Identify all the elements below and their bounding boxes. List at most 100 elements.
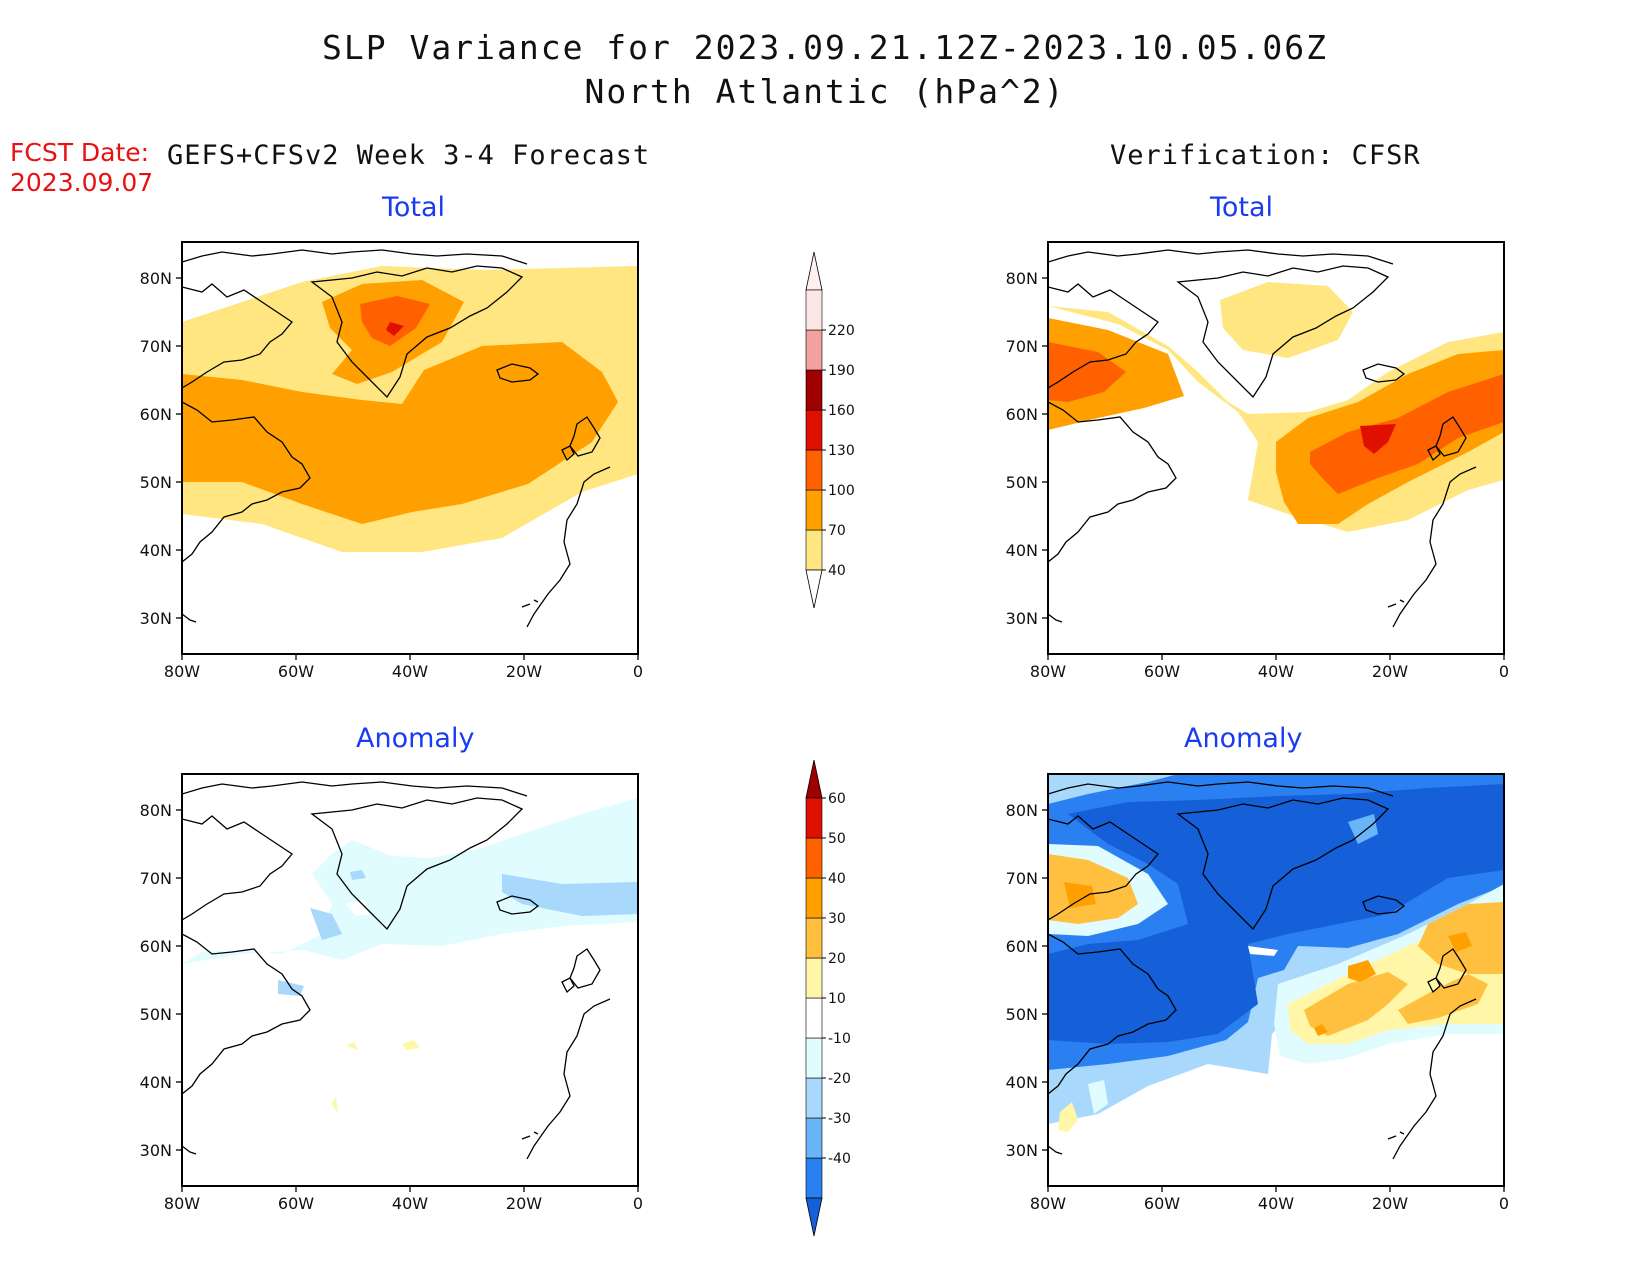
colorbar-swatch [805, 917, 823, 959]
colorbar-swatch [805, 837, 823, 879]
lon-tick-label: 20W [1372, 662, 1408, 681]
contour-region [1058, 1102, 1078, 1132]
lon-tick-label: 0 [1499, 1194, 1509, 1213]
contour-region [346, 1042, 358, 1050]
colorbar-swatch [805, 449, 823, 491]
lat-tick-label: 40N [140, 541, 172, 560]
contour-region [1088, 1080, 1108, 1114]
lat-tick-label: 80N [140, 269, 172, 288]
colorbar-swatch [805, 1157, 823, 1199]
colorbar-anomaly-label: 20 [828, 951, 846, 967]
forecast-date-value: 2023.09.07 [10, 168, 154, 197]
colorbar-anomaly: -40 -30 -20 -10 10 20 30 40 50 60 [805, 759, 851, 1237]
contour-region [1348, 960, 1376, 982]
colorbar-swatch [805, 797, 823, 839]
contour-region [182, 798, 638, 964]
map-panel-forecast-anomaly: 80N 70N 60N 50N 40N 30N 80W 60W 40W 20W 0 [140, 773, 643, 1213]
colorbar-anomaly-label: 30 [828, 911, 846, 927]
lat-tick-label: 70N [1006, 337, 1038, 356]
main-subtitle: North Atlantic (hPa^2) [584, 72, 1066, 111]
forecast-date: FCST Date: 2023.09.07 [10, 138, 153, 198]
panel-title-forecast-total: Total [382, 192, 446, 223]
lat-tick-label: 50N [1006, 473, 1038, 492]
contour-region [1448, 932, 1472, 952]
contour-region [310, 908, 342, 940]
colorbar-total-label: 220 [828, 323, 855, 339]
colorbar-anomaly-label: 50 [828, 831, 846, 847]
lon-tick-label: 40W [392, 662, 428, 681]
colorbar-swatch [805, 1077, 823, 1119]
lon-tick-label: 80W [164, 662, 200, 681]
lat-tick-label: 50N [140, 473, 172, 492]
contour-region [350, 870, 366, 880]
colorbar-swatch [805, 877, 823, 919]
forecast-date-label: FCST Date: [10, 138, 150, 167]
contour-region [332, 1096, 338, 1114]
colorbar-swatch [805, 409, 823, 451]
lon-tick-label: 40W [392, 1194, 428, 1213]
lat-tick-label: 80N [140, 801, 172, 820]
lon-tick-label: 60W [1144, 1194, 1180, 1213]
lon-tick-label: 80W [1030, 662, 1066, 681]
lat-tick-label: 30N [140, 1141, 172, 1160]
lat-tick-label: 60N [1006, 405, 1038, 424]
lat-tick-label: 80N [1006, 269, 1038, 288]
colorbar-anomaly-label: -30 [828, 1111, 851, 1127]
colorbar-swatch [805, 957, 823, 999]
map-fill-layer [1048, 774, 1504, 1186]
lat-tick-label: 60N [140, 937, 172, 956]
lon-tick-label: 60W [278, 1194, 314, 1213]
lon-tick-label: 60W [1144, 662, 1180, 681]
panel-title-verification-total: Total [1210, 192, 1274, 223]
colorbar-swatch [805, 529, 823, 571]
lon-tick-label: 60W [278, 662, 314, 681]
colorbar-swatch [805, 329, 823, 371]
contour-region [1064, 882, 1096, 908]
lat-tick-label: 60N [1006, 937, 1038, 956]
contour-region [346, 900, 370, 916]
colorbar-top-arrow [805, 251, 823, 291]
map-fill-layer [1048, 242, 1504, 654]
contour-region [386, 322, 404, 336]
colorbar-swatch [805, 1117, 823, 1159]
map-fill-layer [182, 242, 638, 654]
lat-tick-label: 80N [1006, 801, 1038, 820]
colorbar-swatch [805, 1037, 823, 1079]
lon-tick-label: 20W [1372, 1194, 1408, 1213]
panel-title-verification-anomaly: Anomaly [1184, 723, 1303, 754]
contour-region [182, 342, 618, 524]
colorbar-anomaly-label: 60 [828, 791, 846, 807]
lon-tick-label: 0 [1499, 662, 1509, 681]
map-panel-verification-anomaly: 80N 70N 60N 50N 40N 30N 80W 60W 40W 20W 0 [1006, 773, 1509, 1213]
lon-tick-label: 80W [1030, 1194, 1066, 1213]
colorbar-top-arrow [805, 759, 823, 799]
lon-tick-label: 0 [633, 662, 643, 681]
colorbar-total-label: 190 [828, 363, 855, 379]
colorbar-anomaly-label: -40 [828, 1151, 851, 1167]
colorbar-total-label: 40 [828, 563, 846, 579]
contour-region [1048, 784, 1504, 1044]
colorbar-swatch [805, 997, 823, 1039]
lon-tick-label: 40W [1258, 1194, 1294, 1213]
lon-tick-label: 0 [633, 1194, 643, 1213]
colorbar-swatch [805, 369, 823, 411]
colorbar-anomaly-label: 40 [828, 871, 846, 887]
contour-region [1314, 1024, 1328, 1036]
contour-region [1048, 342, 1126, 402]
colorbar-bottom-arrow [805, 569, 823, 609]
colorbar-anomaly-label: -10 [828, 1031, 851, 1047]
contour-region [402, 1040, 420, 1050]
colorbar-total-label: 160 [828, 403, 855, 419]
lat-tick-label: 60N [140, 405, 172, 424]
forecast-column-title: GEFS+CFSv2 Week 3-4 Forecast [167, 140, 651, 171]
colorbar-total-label: 70 [828, 523, 846, 539]
lat-tick-label: 40N [1006, 1073, 1038, 1092]
lat-tick-label: 70N [140, 337, 172, 356]
main-title: SLP Variance for 2023.09.21.12Z-2023.10.… [322, 28, 1328, 67]
contour-region [360, 296, 430, 346]
map-panel-verification-total: 80N 70N 60N 50N 40N 30N 80W 60W 40W 20W 0 [1006, 241, 1509, 681]
lon-tick-label: 20W [506, 1194, 542, 1213]
lat-tick-label: 30N [140, 609, 172, 628]
contour-region [1310, 374, 1504, 494]
